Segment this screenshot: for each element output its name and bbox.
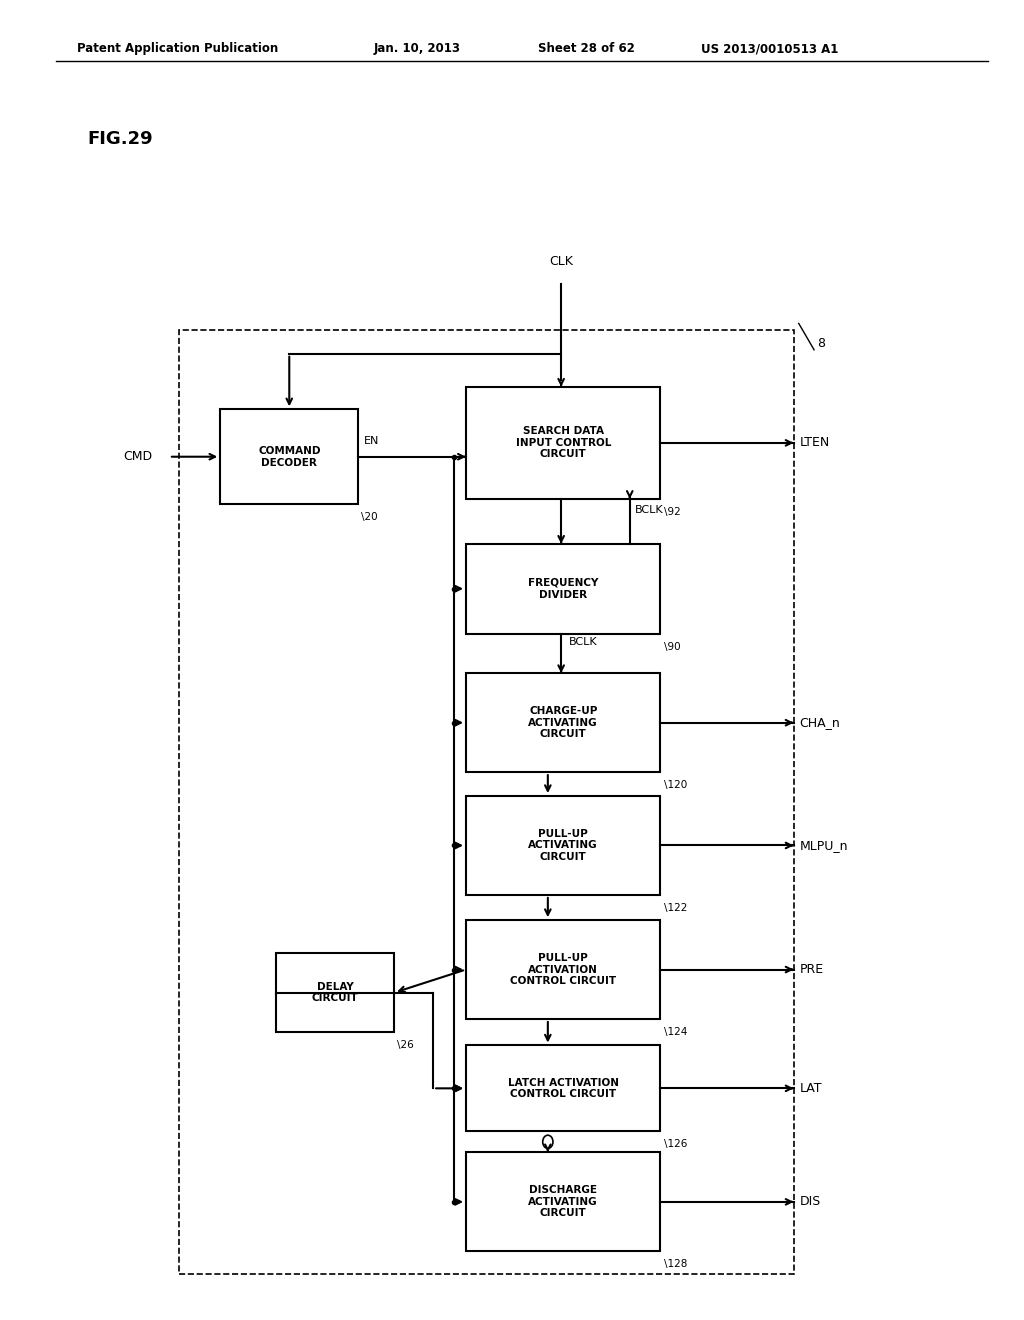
Text: Patent Application Publication: Patent Application Publication: [77, 42, 279, 55]
Text: LAT: LAT: [800, 1082, 822, 1094]
Text: \90: \90: [664, 642, 680, 652]
Text: Jan. 10, 2013: Jan. 10, 2013: [374, 42, 461, 55]
Bar: [466, 544, 660, 634]
Text: Sheet 28 of 62: Sheet 28 of 62: [538, 42, 635, 55]
Bar: [466, 673, 660, 772]
Bar: [220, 409, 358, 504]
Text: \128: \128: [664, 1259, 687, 1270]
Text: US 2013/0010513 A1: US 2013/0010513 A1: [701, 42, 839, 55]
Text: FIG.29: FIG.29: [87, 129, 153, 148]
Text: CMD: CMD: [123, 450, 152, 463]
Bar: [179, 330, 794, 1274]
Text: \20: \20: [361, 512, 378, 523]
Text: SEARCH DATA
INPUT CONTROL
CIRCUIT: SEARCH DATA INPUT CONTROL CIRCUIT: [515, 426, 611, 459]
Bar: [466, 796, 660, 895]
Text: \92: \92: [664, 507, 680, 517]
Text: EN: EN: [364, 436, 379, 446]
Text: LTEN: LTEN: [800, 437, 830, 449]
Text: CHA_n: CHA_n: [800, 717, 841, 729]
Text: \26: \26: [397, 1040, 414, 1051]
Bar: [466, 1152, 660, 1251]
Text: CLK: CLK: [549, 255, 573, 268]
Bar: [466, 1045, 660, 1131]
Text: DIS: DIS: [800, 1196, 821, 1208]
Text: DISCHARGE
ACTIVATING
CIRCUIT: DISCHARGE ACTIVATING CIRCUIT: [528, 1185, 598, 1218]
Bar: [466, 920, 660, 1019]
Text: 8: 8: [817, 337, 825, 350]
Text: \124: \124: [664, 1027, 687, 1038]
Text: COMMAND
DECODER: COMMAND DECODER: [258, 446, 321, 467]
Text: BCLK: BCLK: [569, 636, 598, 647]
Text: FREQUENCY
DIVIDER: FREQUENCY DIVIDER: [528, 578, 598, 599]
Text: \126: \126: [664, 1139, 687, 1150]
Text: DELAY
CIRCUIT: DELAY CIRCUIT: [312, 982, 358, 1003]
Text: \122: \122: [664, 903, 687, 913]
Text: LATCH ACTIVATION
CONTROL CIRCUIT: LATCH ACTIVATION CONTROL CIRCUIT: [508, 1077, 618, 1100]
Text: \120: \120: [664, 780, 687, 791]
Bar: [466, 387, 660, 499]
Text: PULL-UP
ACTIVATING
CIRCUIT: PULL-UP ACTIVATING CIRCUIT: [528, 829, 598, 862]
Text: MLPU_n: MLPU_n: [800, 840, 848, 851]
Text: BCLK: BCLK: [635, 504, 664, 515]
Circle shape: [543, 1135, 553, 1148]
Text: CHARGE-UP
ACTIVATING
CIRCUIT: CHARGE-UP ACTIVATING CIRCUIT: [528, 706, 598, 739]
Bar: [276, 953, 394, 1032]
Text: PULL-UP
ACTIVATION
CONTROL CIRCUIT: PULL-UP ACTIVATION CONTROL CIRCUIT: [510, 953, 616, 986]
Text: PRE: PRE: [800, 964, 824, 975]
